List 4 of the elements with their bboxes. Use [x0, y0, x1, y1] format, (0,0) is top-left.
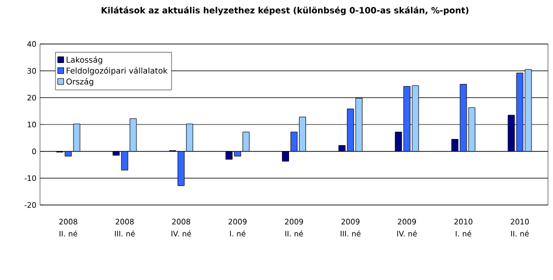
legend-label: Lakosság — [66, 56, 102, 64]
chart-title: Kilátások az aktuális helyzethez képest (különbség 0-100-as skálán, %-pont) — [102, 6, 468, 16]
legend-label: Ország — [66, 78, 94, 86]
legend-label: Feldolgozóipari vállalatok — [66, 67, 168, 76]
